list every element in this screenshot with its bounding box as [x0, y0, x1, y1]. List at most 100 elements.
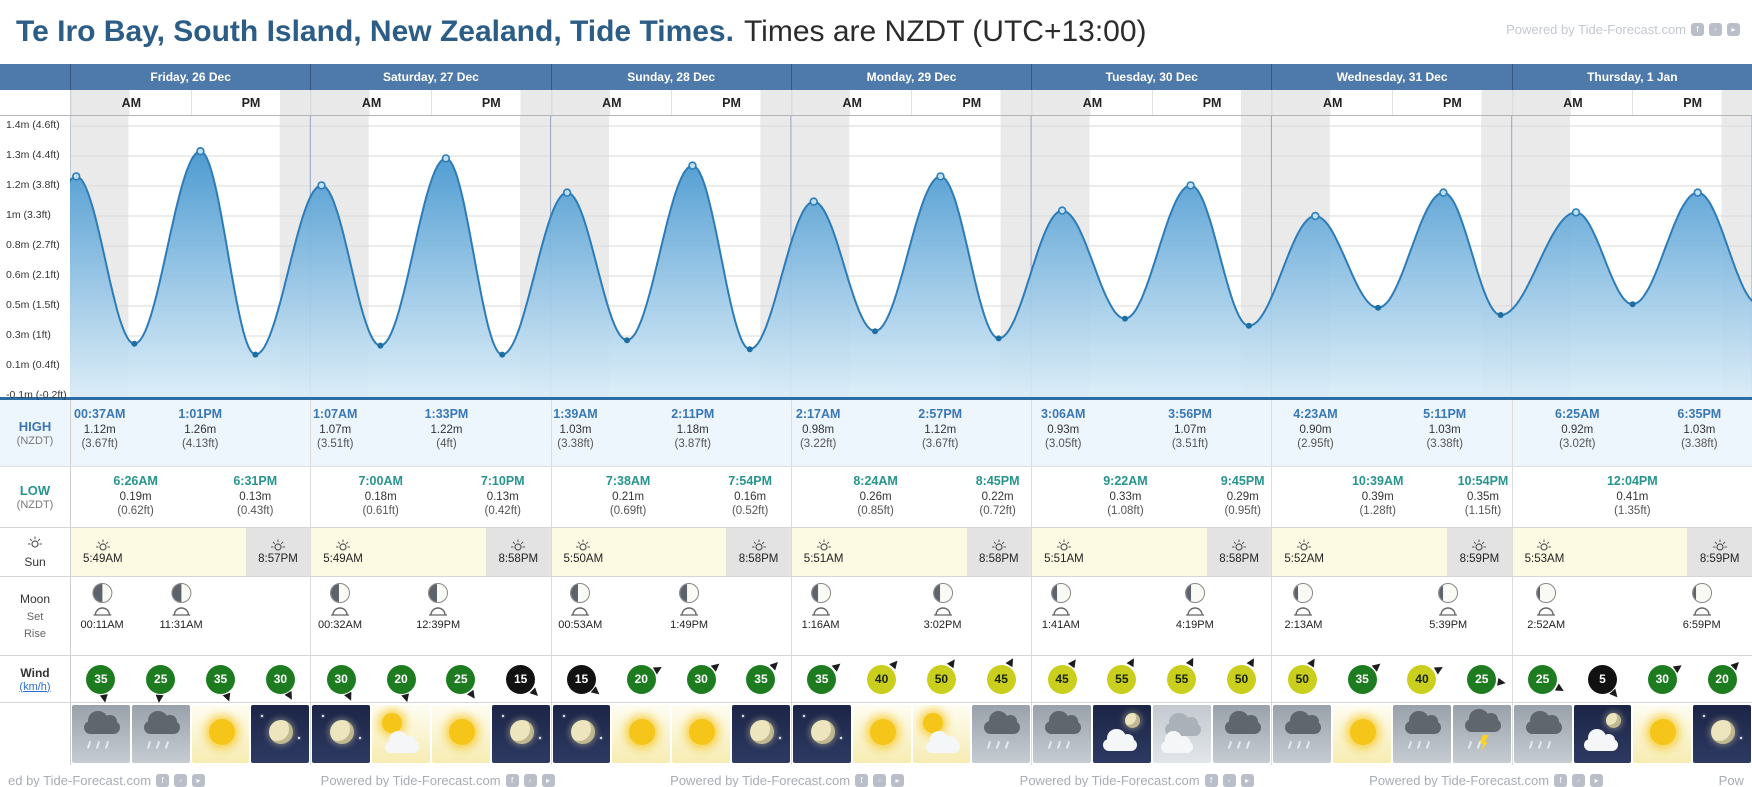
wind-direction-arrow	[529, 687, 541, 699]
moon-rise-event: 6:59PM	[1683, 583, 1721, 631]
tide-height-ft: (3.67ft)	[81, 438, 118, 450]
sun-icon	[1297, 539, 1312, 551]
tide-height-m: 1.12m	[83, 423, 116, 436]
sun-icon	[511, 539, 526, 551]
wind-direction-arrow	[1554, 683, 1566, 695]
pm-header: PM	[190, 90, 311, 115]
sunrise-time: 5:51AM	[1044, 553, 1084, 565]
high-tide-time: 00:37AM	[73, 407, 126, 421]
tide-height-m: 0.13m	[486, 490, 519, 503]
wind-direction-arrow	[284, 690, 296, 702]
low-tide-time: 8:45PM	[975, 474, 1020, 488]
weather-sunny-icon	[431, 705, 490, 763]
low-tide-time: 6:31PM	[233, 474, 278, 488]
tide-height-ft: (3.05ft)	[1045, 438, 1082, 450]
weather-rain-icon	[72, 705, 130, 763]
high-tide-time: 2:57PM	[918, 407, 963, 421]
wind-speed-badge: 20	[1707, 659, 1742, 694]
wind-speed-badge: 45	[1047, 657, 1080, 694]
weather-cloudy-icon	[1152, 705, 1211, 763]
wind-direction-arrow	[769, 659, 781, 671]
day-header-wednesday: Wednesday, 31 Dec	[1271, 64, 1511, 90]
day-header-gutter	[0, 64, 70, 90]
social-icon-2: ◦	[523, 774, 537, 787]
moon-phase-icon	[679, 583, 700, 603]
low-tz-label: (NZDT)	[16, 499, 54, 511]
high-tide-time: 2:11PM	[671, 407, 715, 421]
watermark: Powered by Tide-Forecast.com f ◦ ▸	[1020, 773, 1254, 787]
moon-set-time: 00:53AM	[558, 619, 603, 631]
moonset-icon	[571, 607, 590, 616]
sun-icon	[1537, 539, 1552, 551]
tide-curve-area	[14, 116, 1752, 402]
pm-header: PM	[1392, 90, 1512, 115]
wind-direction-arrow	[154, 694, 164, 704]
moonrise-icon	[933, 607, 952, 616]
wind-speed-badge: 35	[746, 659, 781, 694]
sunrise: 5:49AM	[83, 539, 123, 565]
wind-speed-badge: 35	[86, 664, 116, 704]
high-tide-time: 6:25AM	[1555, 407, 1600, 421]
low-tide-time: 10:39AM	[1351, 474, 1404, 488]
wind-direction-arrow	[888, 658, 901, 670]
tide-height-ft: (1.35ft)	[1614, 505, 1651, 517]
watermark: Powered by Tide-Forecast.com f ◦ ▸	[321, 773, 555, 787]
tide-chart: 1.4m (4.6ft) 1.3m (4.4ft) 1.2m (3.8ft) 1m (…	[0, 116, 1752, 401]
tide-height-ft: (3.51ft)	[316, 438, 354, 450]
moon-set-event: 00:11AM	[80, 583, 124, 631]
moon-rise-event: 1:49PM	[670, 583, 708, 631]
kmh-link[interactable]: (km/h)	[19, 680, 51, 693]
high-tide-entry: 2:11PM 1.18m (3.87ft)	[671, 407, 714, 451]
wind-row: Wind (km/h) 35 25 35 30 30 20 25 15 15 20 30 35 35 40…	[0, 655, 1752, 704]
moon-set-time: 00:11AM	[80, 619, 124, 631]
high-tide-time: 6:35PM	[1677, 407, 1722, 421]
sun-icon	[991, 539, 1006, 551]
low-tide-time: 7:00AM	[358, 474, 403, 488]
moon-set-time: 2:52AM	[1527, 619, 1566, 631]
moonset-icon	[1294, 607, 1313, 616]
ampm-header-row: AM PM AM PM AM PM AM PM AM PM AM PM AM PM	[0, 90, 1752, 116]
tide-height-m: 0.98m	[802, 423, 835, 436]
low-tide-entry: 8:24AM 0.26m (0.85ft)	[853, 474, 897, 518]
weather-sunny-icon	[1333, 705, 1392, 763]
watermark-text: Powered by Tide-Forecast.com	[1369, 773, 1550, 787]
tide-height-ft: (3.38ft)	[1681, 438, 1718, 450]
wind-speed-badge: 25	[1528, 664, 1566, 695]
sunset: 8:58PM	[1206, 528, 1272, 576]
moon-phase-icon	[810, 583, 831, 603]
wind-speed-badge: 30	[265, 664, 296, 702]
wind-direction-arrow	[1609, 688, 1621, 700]
weather-rain-icon	[1273, 705, 1332, 763]
day-header-saturday: Saturday, 27 Dec	[310, 64, 550, 90]
social-icon-3: ▸	[192, 774, 206, 787]
moon-phase-icon	[1184, 583, 1205, 603]
weather-rain-icon	[1513, 705, 1572, 763]
moon-rise-time: 4:19PM	[1175, 619, 1214, 631]
weather-rain-icon	[1393, 705, 1451, 763]
weather-sunny-icon	[852, 705, 911, 763]
ampm-gutter	[0, 90, 70, 115]
low-tide-entry: 9:22AM 0.33m (1.08ft)	[1103, 474, 1147, 518]
tide-height-m: 1.22m	[430, 423, 463, 436]
moon-set-event: 1:16AM	[802, 583, 840, 631]
moonset-icon	[1051, 607, 1070, 616]
wind-direction-arrow	[1067, 657, 1080, 669]
low-tide-entry: 7:10PM 0.13m (0.42ft)	[481, 474, 525, 518]
social-icon-2: ◦	[1572, 774, 1586, 787]
low-tide-time: 7:54PM	[728, 474, 773, 488]
moon-set-time: 1:41AM	[1041, 619, 1080, 631]
moonset-icon	[93, 607, 112, 616]
sunrise-time: 5:49AM	[82, 553, 123, 565]
sunrise: 5:50AM	[564, 539, 603, 565]
wind-speed-badge: 30	[1647, 661, 1685, 694]
sunset-time: 8:57PM	[258, 553, 298, 565]
day-header-friday: Friday, 26 Dec	[70, 64, 310, 90]
tide-height-ft: (1.15ft)	[1464, 505, 1502, 517]
weather-night-clear-icon	[491, 705, 550, 763]
y-axis-label: 0.1m (0.4ft)	[6, 359, 60, 371]
moon-set-event: 2:52AM	[1527, 583, 1565, 631]
y-axis-label: -0.1m (-0.2ft)	[6, 389, 67, 401]
tide-height-m: 1.26m	[184, 423, 217, 436]
moon-phase-icon	[1050, 583, 1071, 603]
moon-set-label: Set	[26, 610, 44, 623]
